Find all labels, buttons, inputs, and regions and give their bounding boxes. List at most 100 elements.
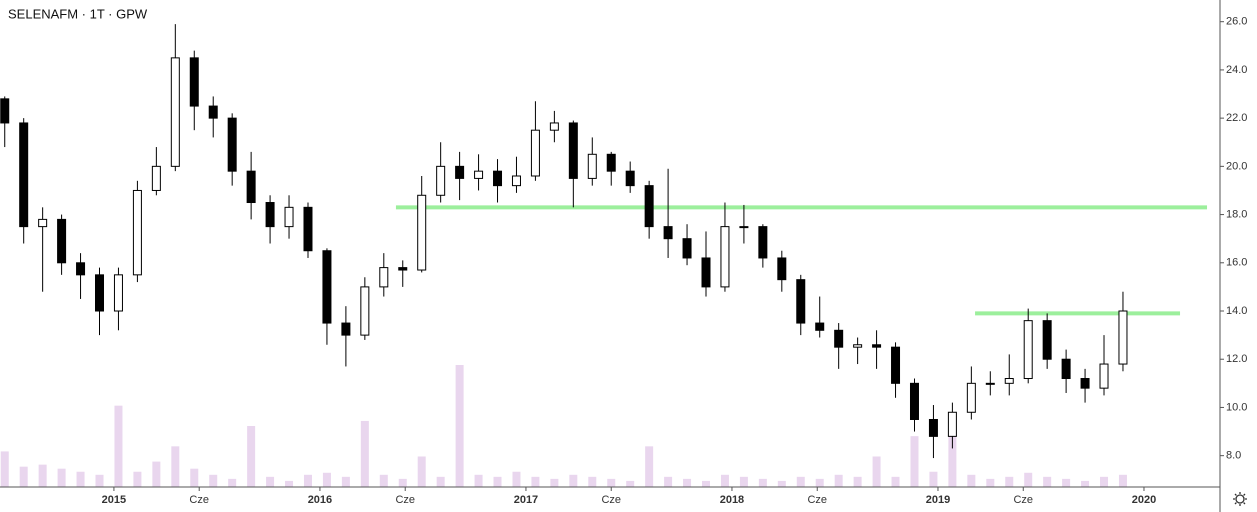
candle-body [189, 57, 199, 107]
volume-bar [38, 464, 47, 487]
x-tick-label: 2017 [514, 494, 538, 506]
candle-body [474, 170, 484, 179]
volume-bar [1118, 474, 1127, 487]
candle-body [587, 153, 597, 179]
candle-body [701, 257, 711, 288]
candle-body [1080, 378, 1090, 389]
y-tick-label: 14.0 [1226, 305, 1247, 317]
volume-bar [436, 476, 445, 487]
volume-bar [76, 471, 85, 487]
volume-bar [531, 476, 540, 487]
candle-body [246, 170, 256, 204]
volume-bar [266, 476, 275, 487]
volume-bar [0, 451, 9, 487]
candle-body [284, 206, 294, 228]
volume-bar [360, 420, 369, 487]
y-tick-label: 10.0 [1226, 401, 1247, 413]
chart-title: SELENAFM · 1T · GPW [8, 6, 148, 21]
candle-body [0, 98, 10, 124]
candle-body [1099, 363, 1109, 389]
candle-body [76, 262, 86, 276]
x-tick-label: 2018 [720, 494, 744, 506]
volume-bar [702, 480, 711, 487]
candle-body [758, 226, 768, 259]
volume-bar [417, 456, 426, 487]
volume-bar [303, 474, 312, 487]
volume-bar [588, 476, 597, 487]
volume-bar [398, 478, 407, 487]
candle-body [549, 122, 559, 131]
candle-body [530, 129, 540, 177]
volume-pane [0, 365, 1127, 487]
volume-bar [1024, 472, 1033, 487]
candle-body [606, 153, 616, 172]
candle-body [455, 165, 465, 179]
volume-bar [474, 474, 483, 487]
candle-body [379, 267, 389, 288]
volume-bar [683, 478, 692, 487]
y-tick-label: 24.0 [1226, 64, 1247, 76]
candle-body [853, 344, 863, 348]
volume-bar [872, 456, 881, 487]
candle-body [682, 238, 692, 259]
candle-body [360, 286, 370, 336]
candle-body [928, 418, 938, 437]
candle-body [511, 175, 521, 187]
volume-bar [190, 468, 199, 487]
candle-body [834, 329, 844, 348]
x-tick-label: 2019 [926, 494, 950, 506]
candle-body [341, 322, 351, 336]
candle-body [815, 322, 825, 331]
volume-bar [152, 461, 161, 487]
volume-bar [891, 476, 900, 487]
volume-bar [607, 478, 616, 487]
x-tick-label: Cze [395, 494, 415, 506]
volume-bar [664, 476, 673, 487]
volume-bar [1043, 476, 1052, 487]
volume-bar [1100, 476, 1109, 487]
y-tick-label: 20.0 [1226, 160, 1247, 172]
x-tick-label: Cze [1013, 494, 1033, 506]
candle-body [872, 344, 882, 348]
candle-body [493, 170, 503, 187]
volume-bar [228, 478, 237, 487]
volume-bar [777, 480, 786, 487]
x-tick-label: Cze [189, 494, 209, 506]
candle-body [891, 346, 901, 384]
x-tick-label: 2016 [308, 494, 332, 506]
volume-bar [455, 365, 464, 487]
volume-bar [853, 476, 862, 487]
volume-bar [796, 476, 805, 487]
candle-body [985, 382, 995, 385]
candle-body [227, 117, 237, 172]
x-tick-label: Cze [601, 494, 621, 506]
settings-icon[interactable] [1233, 492, 1247, 506]
volume-bar [209, 474, 218, 487]
volume-bar [815, 478, 824, 487]
candle-body [57, 218, 67, 264]
volume-bar [739, 476, 748, 487]
volume-bar [171, 446, 180, 487]
volume-bar [114, 405, 123, 487]
candle-body [113, 274, 123, 312]
candle-body [663, 226, 673, 240]
volume-bar [948, 431, 957, 487]
volume-bar [986, 478, 995, 487]
volume-bar [758, 478, 767, 487]
y-tick-label: 8.0 [1226, 450, 1241, 462]
candle-body [208, 105, 218, 119]
volume-bar [1005, 476, 1014, 487]
x-tick-label: 2015 [102, 494, 126, 506]
volume-bar [720, 474, 729, 487]
volume-bar [910, 436, 919, 487]
y-tick-label: 18.0 [1226, 208, 1247, 220]
volume-bar [1081, 480, 1090, 487]
volume-bar [834, 474, 843, 487]
volume-bar [133, 471, 142, 487]
candle-body [947, 411, 957, 437]
candle-body [322, 250, 332, 324]
y-tick-label: 16.0 [1226, 257, 1247, 269]
candle-body [1042, 320, 1052, 360]
candle-body [739, 226, 749, 229]
volume-bar [512, 471, 521, 487]
